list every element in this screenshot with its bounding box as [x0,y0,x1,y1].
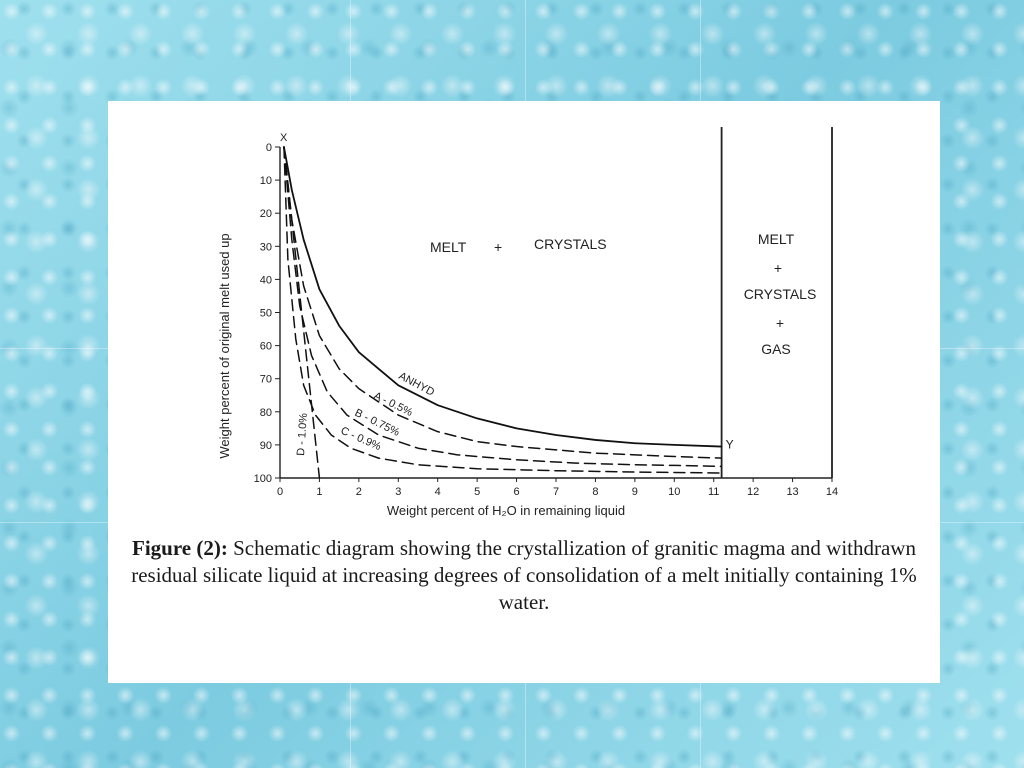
region-label-left: MELT + CRYSTALS [430,236,607,255]
slide-panel: 0 1 2 3 4 5 6 7 8 9 10 11 12 13 14 0 10 20 30 40 50 60 70 80 90… [108,101,940,683]
y-tick-label: 40 [260,274,272,286]
x-tick-label: 8 [592,486,598,498]
y-tick-label: 30 [260,241,272,253]
x-tick-label: 12 [747,486,759,498]
series-line-1 [283,146,723,448]
y-tick-label: 100 [254,473,272,485]
region-right-plus-1: + [774,260,782,276]
region-left-plus: + [494,239,502,255]
region-right-melt: MELT [758,231,795,247]
y-tick-label: 0 [266,142,272,154]
region-left-crystals: CRYSTALS [534,236,607,252]
x-tick-label: 4 [435,486,441,498]
curve-label-d: D - 1.0% [295,412,310,456]
y-tick-label: 50 [260,308,272,320]
region-left-melt: MELT [430,239,467,255]
x-tick-label: 7 [553,486,559,498]
y-tick-label: 80 [260,407,272,419]
x-tick-label: 1 [316,486,322,498]
series-line-3 [283,146,723,468]
caption-lead: Figure (2): [132,536,228,560]
figure-caption: Figure (2): Schematic diagram showing th… [108,535,940,616]
x-tick-label: 11 [708,486,719,498]
region-right-gas: GAS [761,341,791,357]
x-tick-label: 6 [514,486,520,498]
y-tick-label: 20 [260,208,272,220]
y-tick-label: 70 [260,374,272,386]
x-ticks: 0 1 2 3 4 5 6 7 8 9 10 11 12 13 14 [277,478,838,498]
series-line-2 [283,146,723,459]
x-tick-label: 9 [632,486,638,498]
x-tick-label: 2 [356,486,362,498]
y-tick-label: 10 [260,175,272,187]
point-label-x: X [280,132,288,144]
region-right-plus-2: + [776,315,784,331]
region-right-crystals: CRYSTALS [744,286,817,302]
phase-diagram: 0 1 2 3 4 5 6 7 8 9 10 11 12 13 14 0102030405060708090… [217,127,838,518]
x-tick-label: 13 [786,486,798,498]
x-tick-label: 0 [277,486,283,498]
caption-text: Schematic diagram showing the crystalliz… [131,536,917,614]
series-line-4 [283,146,723,474]
y-axis-title: Weight percent of original melt used up [217,233,232,458]
series-line-5 [283,146,321,479]
y-ticks: 0 10 20 30 40 50 60 70 80 90 100 [254,142,280,485]
curves [283,146,723,479]
x-tick-label: 3 [395,486,401,498]
region-label-right: MELT + CRYSTALS + GAS [744,231,817,357]
x-tick-label: 10 [668,486,680,498]
y-tick-label: 90 [260,440,272,452]
x-axis-title: Weight percent of H₂O in remaining liqui… [387,503,625,518]
y-tick-label: 60 [260,341,272,353]
curve-label-a: A - 0.5% [372,390,415,419]
x-tick-label: 5 [474,486,480,498]
point-label-y: Y [726,438,734,452]
x-tick-label: 14 [826,486,838,498]
